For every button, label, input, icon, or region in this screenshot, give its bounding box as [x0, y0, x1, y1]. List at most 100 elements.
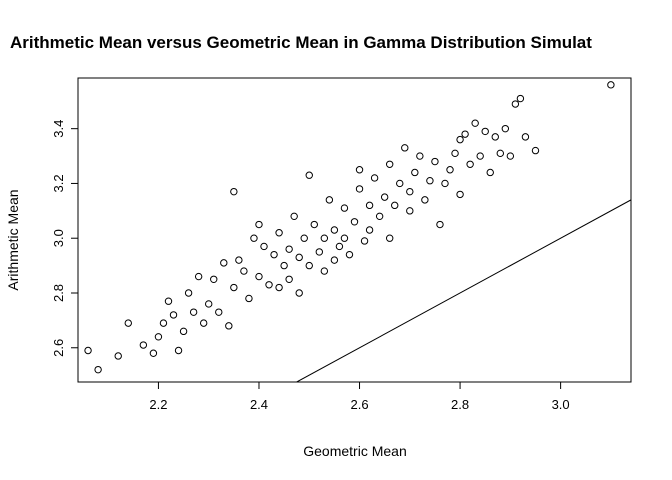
data-point: [355, 166, 364, 174]
data-point: [516, 94, 525, 103]
data-point: [265, 281, 273, 289]
data-point: [240, 267, 248, 275]
data-point: [215, 308, 223, 316]
data-point: [496, 149, 504, 158]
data-point: [225, 322, 233, 330]
data-point: [245, 294, 253, 303]
data-point: [330, 226, 339, 234]
data-point: [320, 234, 329, 242]
data-point: [350, 218, 359, 226]
data-point: [305, 261, 313, 270]
data-point: [431, 157, 439, 166]
data-point: [179, 327, 188, 336]
y-tick-label: 3.4: [51, 120, 66, 138]
data-point: [330, 256, 339, 264]
data-point: [380, 193, 389, 201]
data-point: [391, 201, 399, 210]
data-point: [184, 289, 193, 297]
reference-line: [296, 199, 632, 383]
data-point: [154, 333, 163, 341]
data-point: [396, 179, 404, 188]
data-point: [220, 259, 228, 267]
data-point: [365, 226, 374, 234]
data-point: [255, 272, 263, 281]
data-point: [401, 144, 409, 152]
data-point: [300, 234, 308, 242]
data-point: [456, 135, 464, 144]
data-point: [94, 365, 102, 374]
data-point: [340, 204, 349, 212]
data-point: [295, 289, 303, 297]
x-tick-label: 2.6: [350, 397, 368, 412]
data-point: [194, 272, 203, 281]
data-point: [290, 212, 298, 221]
data-point: [355, 185, 364, 193]
data-point: [280, 261, 288, 270]
data-point: [426, 177, 434, 185]
data-point: [375, 212, 384, 221]
data-point: [230, 187, 238, 196]
data-point: [370, 174, 379, 182]
data-point: [124, 319, 132, 327]
data-point: [139, 341, 148, 349]
data-point: [406, 207, 414, 215]
data-point: [501, 124, 510, 133]
data-point: [486, 168, 494, 177]
data-point: [320, 267, 329, 275]
data-point: [315, 248, 324, 256]
data-point: [235, 256, 243, 264]
reference-line-layer: [296, 199, 632, 383]
data-point: [310, 220, 318, 229]
y-tick-label: 3.0: [51, 229, 66, 247]
data-point: [476, 152, 484, 160]
data-point: [461, 130, 469, 138]
data-point: [149, 349, 158, 357]
data-points-layer: [84, 81, 615, 374]
data-point: [385, 160, 394, 168]
data-point: [340, 234, 349, 242]
data-point: [411, 168, 419, 177]
data-point: [436, 220, 444, 229]
data-point: [385, 234, 394, 242]
data-point: [305, 171, 313, 179]
data-point: [270, 250, 278, 259]
data-point: [285, 245, 293, 253]
data-point: [230, 283, 238, 292]
data-point: [441, 179, 449, 188]
data-point: [511, 100, 520, 108]
data-point: [471, 119, 479, 127]
plot-area-frame: [77, 77, 632, 383]
data-point: [506, 152, 515, 160]
x-tick-label: 3.0: [552, 397, 570, 412]
data-point: [189, 308, 198, 316]
y-axis-title: Arithmetic Mean: [5, 189, 21, 290]
data-point: [416, 152, 424, 160]
data-point: [345, 250, 354, 259]
data-point: [250, 234, 258, 242]
data-point: [360, 237, 369, 245]
data-point: [285, 275, 293, 283]
data-point: [456, 190, 464, 199]
data-point: [491, 133, 499, 141]
x-axis-title: Geometric Mean: [303, 443, 406, 459]
chart-title: Arithmetic Mean versus Geometric Mean in…: [10, 33, 592, 52]
data-point: [607, 81, 615, 89]
data-point: [255, 220, 263, 229]
x-axis: 2.2 2.4 2.6 2.8 3.0: [149, 381, 570, 412]
data-point: [466, 160, 474, 168]
y-axis: 2.6 2.8 3.0 3.2 3.4: [51, 120, 79, 357]
y-tick-label: 2.8: [51, 284, 66, 302]
data-point: [169, 311, 178, 319]
data-point: [275, 229, 283, 237]
data-point: [446, 166, 454, 174]
data-point: [451, 149, 459, 158]
data-point: [210, 275, 218, 283]
data-point: [295, 253, 303, 262]
data-point: [205, 300, 213, 308]
data-point: [114, 352, 122, 360]
data-point: [260, 242, 268, 251]
data-point: [481, 127, 489, 136]
y-tick-label: 2.6: [51, 339, 66, 357]
data-point: [164, 297, 173, 305]
